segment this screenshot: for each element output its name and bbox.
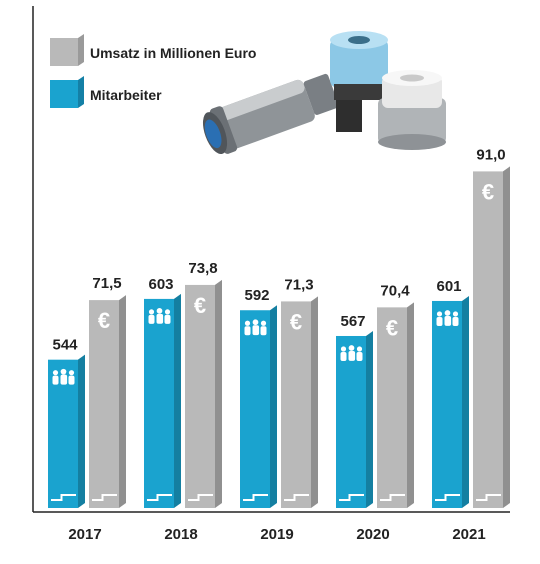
people-icon xyxy=(244,319,267,336)
x-tick-label-2020: 2020 xyxy=(356,526,389,543)
bar-base-step-decoration xyxy=(147,494,172,501)
bar-umsatz-2020: € xyxy=(377,302,414,508)
value-label-mitarbeiter-2021: 601 xyxy=(436,278,461,295)
bar-base-step-decoration xyxy=(92,494,117,501)
legend: Umsatz in Millionen Euro Mitarbeiter xyxy=(50,34,256,108)
product-photo-illustration xyxy=(202,31,446,155)
value-label-umsatz-2020: 70,4 xyxy=(380,282,410,299)
euro-icon: € xyxy=(482,179,494,204)
value-label-mitarbeiter-2018: 603 xyxy=(148,276,173,293)
bar-umsatz-2018: € xyxy=(185,279,222,508)
bar-mitarbeiter-2020 xyxy=(336,330,373,508)
bar-mitarbeiter-2018 xyxy=(144,293,181,508)
x-tick-label-2017: 2017 xyxy=(68,526,101,543)
bars-group: 544 €71,5 603 €73,8 592 €71,3 567 €70,4 601 €91,0 xyxy=(48,146,510,508)
euro-icon: € xyxy=(290,309,302,334)
bar-mitarbeiter-2017 xyxy=(48,354,85,508)
value-label-umsatz-2018: 73,8 xyxy=(188,260,217,277)
x-tick-label-2021: 2021 xyxy=(452,526,485,543)
bar-umsatz-2021: € xyxy=(473,166,510,508)
legend-swatch-mitarbeiter xyxy=(50,80,78,108)
euro-icon: € xyxy=(386,315,398,340)
value-label-mitarbeiter-2020: 567 xyxy=(340,313,365,330)
x-tick-label-2018: 2018 xyxy=(164,526,197,543)
bar-base-step-decoration xyxy=(188,494,213,501)
value-label-mitarbeiter-2017: 544 xyxy=(52,337,78,354)
bar-umsatz-2019: € xyxy=(281,296,318,508)
people-icon xyxy=(436,310,459,326)
legend-swatch-mitarbeiter-side xyxy=(78,76,84,108)
value-label-mitarbeiter-2019: 592 xyxy=(244,287,269,304)
people-icon xyxy=(52,368,75,385)
legend-swatch-umsatz xyxy=(50,38,78,66)
bar-base-step-decoration xyxy=(339,494,364,501)
bar-mitarbeiter-2019 xyxy=(240,305,277,508)
bar-base-step-decoration xyxy=(476,494,501,501)
bar-mitarbeiter-2021 xyxy=(432,295,469,508)
bar-base-step-decoration xyxy=(435,494,460,501)
bar-base-step-decoration xyxy=(284,494,309,501)
bar-base-step-decoration xyxy=(380,494,405,501)
people-icon xyxy=(148,308,171,324)
people-icon xyxy=(340,345,363,361)
bar-base-step-decoration xyxy=(51,494,76,501)
value-label-umsatz-2021: 91,0 xyxy=(476,146,505,163)
bar-base-step-decoration xyxy=(243,494,268,501)
legend-label-umsatz: Umsatz in Millionen Euro xyxy=(90,45,256,61)
euro-icon: € xyxy=(194,293,206,318)
x-tick-labels: 2017 2018 2019 2020 2021 xyxy=(68,526,485,543)
bar-umsatz-2017: € xyxy=(89,295,126,508)
legend-swatch-umsatz-side xyxy=(78,34,84,66)
euro-icon: € xyxy=(98,308,110,333)
x-tick-label-2019: 2019 xyxy=(260,526,293,543)
value-label-umsatz-2019: 71,3 xyxy=(284,276,313,293)
value-label-umsatz-2017: 71,5 xyxy=(92,275,121,292)
legend-label-mitarbeiter: Mitarbeiter xyxy=(90,87,162,103)
